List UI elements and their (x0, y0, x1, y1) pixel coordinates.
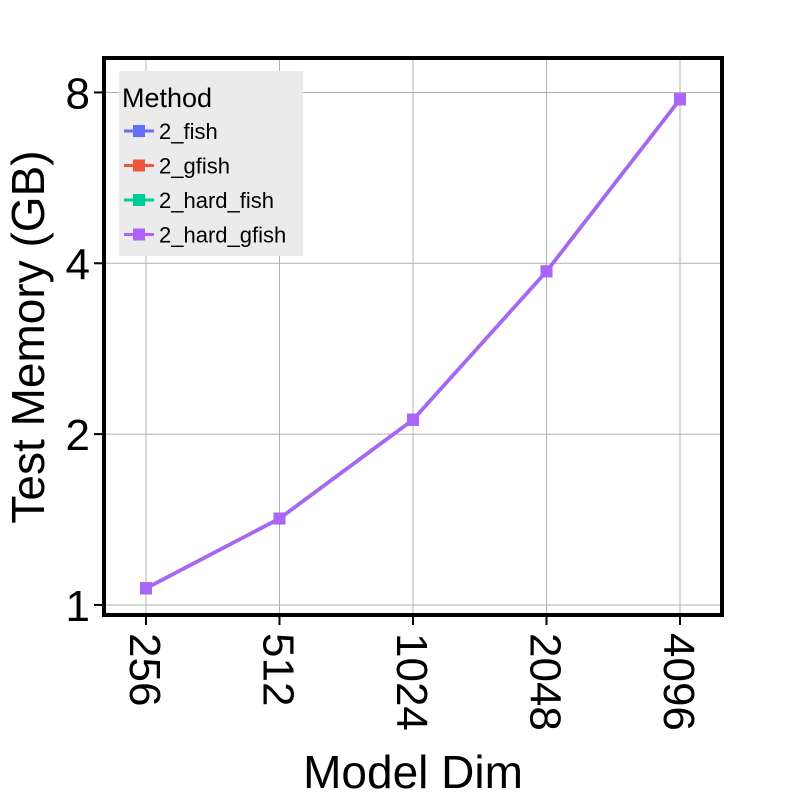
legend-title: Method (122, 83, 212, 113)
legend-marker (133, 228, 145, 241)
y-tick-label: 8 (66, 69, 90, 118)
y-tick-label: 4 (66, 240, 90, 289)
data-point (540, 265, 553, 278)
legend-label: 2_hard_gfish (159, 223, 286, 248)
data-point (140, 582, 152, 595)
y-axis-title: Test Memory (GB) (2, 150, 54, 523)
legend-item: 2_hard_gfish (124, 223, 286, 248)
legend-item: 2_gfish (124, 154, 230, 179)
legend-item: 2_hard_fish (124, 188, 274, 213)
legend: Method 2_fish 2_gfish 2_hard_fish 2_hard_gf… (119, 71, 303, 256)
x-tick-label: 512 (254, 633, 303, 706)
x-tick-label: 256 (120, 633, 169, 706)
y-tick-label: 2 (66, 411, 90, 460)
legend-marker (133, 159, 145, 172)
data-point (273, 512, 286, 525)
legend-label: 2_hard_fish (159, 188, 274, 213)
axis-tick-labels: 256 512 1024 2048 4096 1 2 4 8 (66, 69, 703, 730)
legend-label: 2_fish (159, 119, 218, 144)
axis-ticks (94, 91, 681, 625)
x-axis-title: Model Dim (303, 746, 523, 798)
legend-label: 2_gfish (159, 154, 230, 179)
y-tick-label: 1 (66, 582, 90, 631)
x-tick-label: 1024 (387, 633, 436, 731)
series-layer (140, 93, 686, 595)
legend-background (119, 71, 303, 256)
x-tick-label: 4096 (654, 633, 703, 731)
data-point (674, 93, 686, 106)
series-2_hard_gfish (140, 93, 686, 595)
legend-item: 2_fish (124, 119, 218, 144)
legend-marker (133, 125, 145, 137)
legend-marker (133, 194, 145, 206)
x-tick-label: 2048 (521, 633, 570, 731)
data-point (407, 413, 419, 426)
